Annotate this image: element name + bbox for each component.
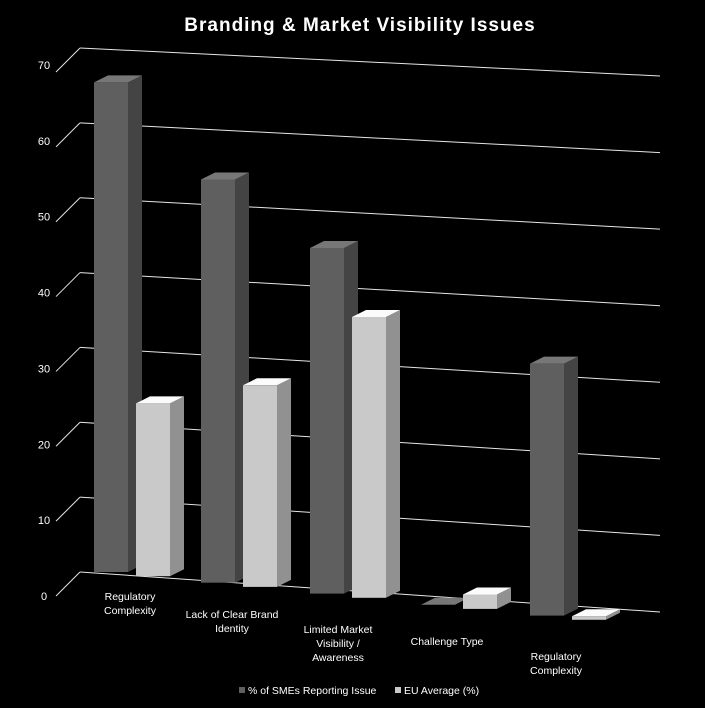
gridline-floor	[55, 47, 81, 73]
x-category-label: Lack of Clear Brand Identity	[186, 609, 279, 635]
y-tick-label: 60	[38, 136, 50, 148]
bar-front	[530, 363, 564, 616]
y-tick-label: 0	[41, 591, 47, 603]
y-tick-label: 70	[38, 60, 50, 72]
y-tick-label: 10	[38, 515, 50, 527]
gridline	[79, 47, 661, 77]
x-category-label: Challenge Type	[411, 636, 484, 648]
bar-side	[497, 587, 511, 609]
bar-side	[170, 396, 184, 577]
bar-top	[94, 75, 142, 83]
gridline-floor	[55, 122, 81, 148]
gridline	[79, 197, 661, 230]
bar-top	[421, 597, 469, 605]
y-tick-label: 40	[38, 288, 50, 300]
x-axis-labels: Regulatory Complexity Lack of Clear Brand I…	[104, 591, 583, 677]
legend-label-series-2: EU Average (%)	[404, 685, 479, 697]
bar-2-2	[243, 378, 291, 587]
legend-swatch-series-2	[395, 687, 401, 693]
bar-1-5	[530, 356, 578, 616]
x-category-label: Limited Market Visibility / Awareness	[304, 624, 373, 664]
bars	[94, 75, 620, 620]
bar-top	[201, 172, 249, 180]
bar-2-5	[572, 609, 620, 620]
bar-side	[386, 310, 400, 598]
bar-top	[243, 378, 291, 386]
gridline-floor	[55, 272, 81, 297]
bar-top	[310, 241, 358, 248]
legend-label-series-1: % of SMEs Reporting Issue	[248, 685, 377, 697]
y-axis-ticks: 0 10 20 30 40 50 60 70	[38, 60, 50, 603]
legend: % of SMEs Reporting Issue EU Average (%)	[239, 685, 479, 697]
bar-front	[201, 179, 235, 583]
bar-1-4	[421, 597, 469, 605]
bar-front	[310, 248, 344, 594]
x-category-label: Regulatory Complexity	[530, 651, 583, 677]
gridline	[79, 122, 661, 154]
bar-top	[530, 356, 578, 364]
bar-1-1	[94, 75, 142, 573]
bar-front	[136, 403, 170, 577]
bar-side	[606, 609, 620, 620]
gridline	[79, 272, 661, 307]
gridline-floor	[55, 347, 81, 372]
bar-1-3	[310, 241, 358, 594]
y-tick-label: 30	[38, 363, 50, 375]
bar-2-4	[463, 587, 511, 609]
bar-front	[94, 82, 128, 573]
bar-side	[277, 378, 291, 587]
bar-top	[572, 609, 620, 617]
gridline-floor	[55, 421, 81, 447]
bar-1-2	[201, 172, 249, 583]
gridline-floor	[55, 571, 81, 597]
bar-front	[463, 594, 497, 609]
legend-swatch-series-1	[239, 687, 245, 693]
y-tick-label: 50	[38, 212, 50, 224]
bar-2-3	[352, 310, 400, 598]
gridline-floor	[55, 197, 81, 223]
bar-top	[352, 310, 400, 317]
bar-side	[564, 356, 578, 616]
bar-2-1	[136, 396, 184, 577]
bar-front	[243, 385, 277, 587]
x-category-label: Regulatory Complexity	[104, 591, 157, 617]
bar-top	[136, 396, 184, 404]
bar-front	[572, 616, 606, 620]
y-tick-label: 20	[38, 439, 50, 451]
bar-top	[463, 587, 511, 595]
gridline-floor	[55, 496, 81, 522]
bar-front	[352, 317, 386, 598]
chart-title: Branding & Market Visibility Issues	[184, 15, 535, 36]
